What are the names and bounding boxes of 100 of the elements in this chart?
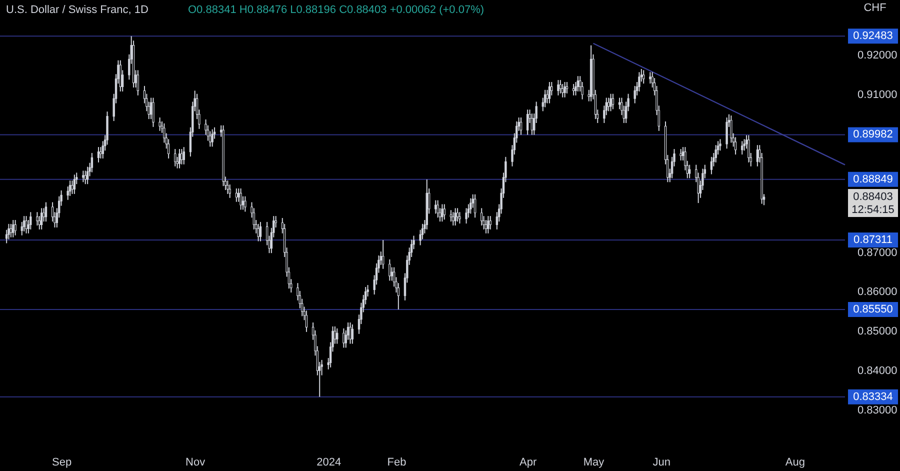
candlestick bbox=[688, 164, 691, 179]
candlestick bbox=[349, 322, 352, 344]
x-tick-label: Jun bbox=[652, 456, 670, 468]
candlestick bbox=[544, 89, 546, 108]
y-tick-label: 0.92000 bbox=[858, 50, 898, 62]
candlestick bbox=[634, 85, 636, 104]
candlestick bbox=[305, 310, 308, 332]
candlestick bbox=[489, 216, 492, 230]
candlestick bbox=[487, 216, 490, 234]
candlestick bbox=[73, 174, 76, 194]
candlestick bbox=[559, 80, 562, 94]
chart-subtitle: O0.88341 H0.88476 L0.88196 C0.88403 +0.00062 (+0.07%) bbox=[188, 4, 484, 16]
candlestick bbox=[441, 204, 444, 222]
candlestick bbox=[158, 116, 161, 132]
candlestick bbox=[257, 223, 260, 242]
candlestick bbox=[576, 76, 580, 92]
candlestick bbox=[638, 72, 640, 92]
candlestick bbox=[342, 328, 345, 348]
candlestick bbox=[10, 223, 12, 238]
candlestick bbox=[610, 93, 612, 112]
x-tick-label: 2024 bbox=[316, 456, 342, 468]
candlestick bbox=[336, 328, 338, 344]
candlestick bbox=[557, 80, 560, 96]
candlestick bbox=[562, 83, 564, 98]
candlestick bbox=[12, 219, 14, 238]
candlestick bbox=[474, 194, 476, 218]
candlestick bbox=[452, 212, 454, 226]
candlestick bbox=[40, 208, 43, 230]
candlestick bbox=[22, 216, 26, 232]
candlestick bbox=[719, 138, 722, 152]
candlestick bbox=[14, 219, 16, 236]
candlestick bbox=[734, 136, 737, 156]
candlestick bbox=[68, 180, 72, 196]
candlestick bbox=[30, 212, 32, 230]
y-tick-label: 0.87000 bbox=[858, 246, 898, 259]
candlestick bbox=[748, 134, 750, 163]
candlestick bbox=[152, 97, 154, 128]
candlestick bbox=[726, 116, 728, 150]
ref-line-label: 0.87311 bbox=[854, 234, 892, 246]
candlestick bbox=[649, 72, 652, 84]
candlestick bbox=[465, 208, 468, 224]
candlestick bbox=[90, 152, 94, 173]
candlestick bbox=[680, 148, 682, 161]
y-tick-label: 0.84000 bbox=[858, 365, 898, 378]
candlestick bbox=[443, 204, 446, 220]
candlestick bbox=[180, 148, 183, 165]
text: 12:54:15 bbox=[852, 204, 894, 216]
candlestick bbox=[211, 128, 214, 148]
candlestick bbox=[741, 140, 744, 156]
x-tick-label: Nov bbox=[186, 456, 206, 468]
candlestick bbox=[228, 184, 231, 198]
candlestick bbox=[526, 109, 529, 136]
candlestick bbox=[86, 166, 89, 185]
ref-line-label: 0.92483 bbox=[853, 30, 893, 42]
candlestick bbox=[470, 198, 472, 214]
candlestick bbox=[226, 180, 229, 194]
candlestick bbox=[244, 196, 246, 212]
candlestick bbox=[564, 82, 566, 98]
candlestick bbox=[612, 93, 614, 110]
candlestick bbox=[520, 116, 522, 136]
y-tick-label: 0.83000 bbox=[858, 404, 898, 416]
candlestick bbox=[8, 223, 10, 240]
candlestick bbox=[710, 156, 713, 175]
candlestick bbox=[434, 200, 437, 214]
ref-line-label: 0.88849 bbox=[853, 173, 893, 186]
y-tick-label: 0.86000 bbox=[858, 286, 898, 298]
x-tick-label: Sep bbox=[52, 456, 72, 468]
candlestick bbox=[84, 170, 86, 185]
candlestick bbox=[714, 144, 717, 163]
candlestick bbox=[235, 188, 238, 202]
candlestick bbox=[82, 170, 84, 183]
candlestick bbox=[743, 138, 746, 152]
candlestick bbox=[456, 208, 459, 222]
candlestick bbox=[450, 210, 452, 222]
candlestick bbox=[178, 148, 181, 169]
y-tick-label: 0.85000 bbox=[858, 326, 898, 338]
candlestick bbox=[530, 113, 534, 136]
candlestick bbox=[548, 82, 551, 104]
x-tick-label: May bbox=[583, 456, 605, 468]
candlestick bbox=[436, 200, 439, 218]
chart-title: U.S. Dollar / Swiss Franc, 1D bbox=[6, 4, 148, 16]
candlestick bbox=[119, 60, 122, 92]
candlestick bbox=[572, 83, 575, 96]
y-tick-label: 0.91000 bbox=[858, 89, 898, 102]
ref-line-label: 0.89982 bbox=[853, 128, 893, 141]
ref-line-label: 0.85550 bbox=[853, 303, 893, 316]
candlestick bbox=[351, 324, 354, 344]
x-tick-label: Aug bbox=[785, 456, 805, 468]
x-tick-label: Feb bbox=[387, 456, 406, 468]
text: 0.88403 bbox=[853, 190, 893, 203]
candlestick bbox=[730, 115, 732, 144]
candlestick bbox=[566, 82, 568, 94]
candlestick bbox=[458, 212, 461, 224]
candlestick bbox=[259, 221, 262, 242]
candlestick bbox=[607, 97, 610, 112]
text: CHF bbox=[864, 2, 887, 14]
candlestick bbox=[97, 146, 100, 163]
candlestick bbox=[36, 212, 38, 226]
candlestick bbox=[756, 144, 759, 167]
candlestick bbox=[44, 202, 48, 222]
